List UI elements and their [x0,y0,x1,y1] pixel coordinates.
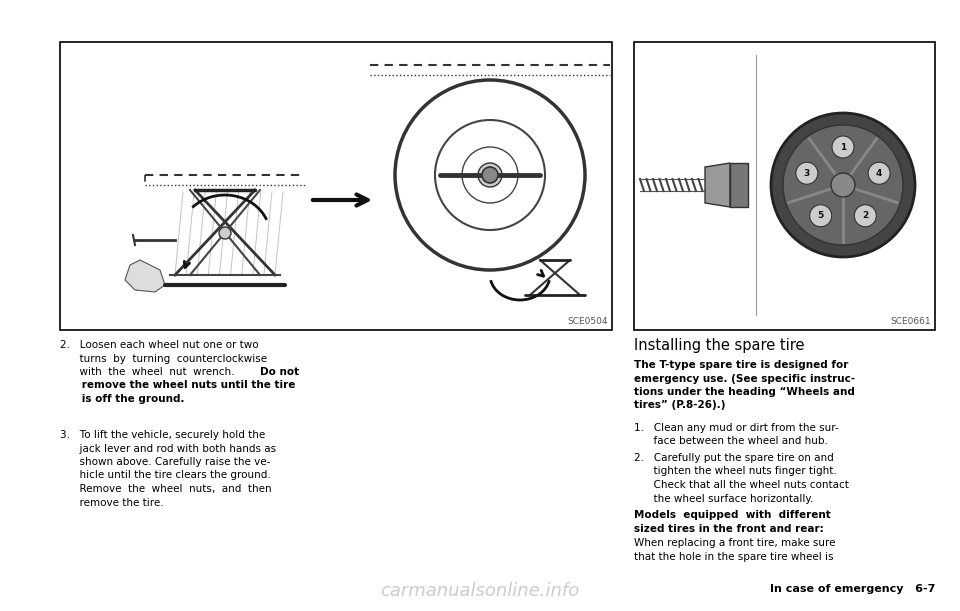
Circle shape [482,167,498,183]
Bar [634,42,935,330]
Circle shape [854,205,876,227]
Text: sized tires in the front and rear:: sized tires in the front and rear: [634,524,824,533]
Text: is off the ground.: is off the ground. [60,394,184,404]
Circle shape [478,163,502,187]
Text: turns  by  turning  counterclockwise: turns by turning counterclockwise [60,354,267,364]
Text: 2: 2 [862,211,869,220]
Circle shape [832,136,854,158]
Text: carmanualsonline.info: carmanualsonline.info [380,582,580,600]
Text: the wheel surface horizontally.: the wheel surface horizontally. [634,494,813,503]
Text: 5: 5 [818,211,824,220]
Text: Do not: Do not [260,367,300,377]
Polygon shape [705,163,730,207]
Text: tires” (P.8-26).): tires” (P.8-26).) [634,400,726,411]
Circle shape [868,163,890,185]
Text: remove the tire.: remove the tire. [60,497,163,508]
Text: When replacing a front tire, make sure: When replacing a front tire, make sure [634,538,835,548]
Text: The T-type spare tire is designed for: The T-type spare tire is designed for [634,360,849,370]
Text: 4: 4 [876,169,882,178]
Text: face between the wheel and hub.: face between the wheel and hub. [634,436,828,447]
Text: shown above. Carefully raise the ve-: shown above. Carefully raise the ve- [60,457,271,467]
Circle shape [809,205,831,227]
Text: tighten the wheel nuts finger tight.: tighten the wheel nuts finger tight. [634,467,837,477]
Circle shape [771,113,915,257]
Text: In case of emergency   6-7: In case of emergency 6-7 [770,584,935,594]
Text: Models  equipped  with  different: Models equipped with different [634,510,830,520]
Text: SCE0504: SCE0504 [567,317,608,326]
Text: remove the wheel nuts until the tire: remove the wheel nuts until the tire [60,381,296,390]
Text: 2.   Carefully put the spare tire on and: 2. Carefully put the spare tire on and [634,453,833,463]
Circle shape [219,227,231,239]
Text: jack lever and rod with both hands as: jack lever and rod with both hands as [60,444,276,453]
Text: 1: 1 [840,142,846,152]
Circle shape [831,173,855,197]
Circle shape [796,163,818,185]
Polygon shape [730,163,748,207]
Text: with  the  wheel  nut  wrench.: with the wheel nut wrench. [60,367,241,377]
Text: emergency use. (See specific instruc-: emergency use. (See specific instruc- [634,373,855,384]
Text: 3.   To lift the vehicle, securely hold the: 3. To lift the vehicle, securely hold th… [60,430,265,440]
Text: hicle until the tire clears the ground.: hicle until the tire clears the ground. [60,470,271,480]
Text: 1.   Clean any mud or dirt from the sur-: 1. Clean any mud or dirt from the sur- [634,423,839,433]
Text: Check that all the wheel nuts contact: Check that all the wheel nuts contact [634,480,849,490]
Text: SCE0661: SCE0661 [890,317,931,326]
Bar [60,42,612,330]
Text: 3: 3 [804,169,810,178]
Text: 2.   Loosen each wheel nut one or two: 2. Loosen each wheel nut one or two [60,340,258,350]
Text: Remove  the  wheel  nuts,  and  then: Remove the wheel nuts, and then [60,484,272,494]
Text: tions under the heading “Wheels and: tions under the heading “Wheels and [634,387,854,397]
Text: that the hole in the spare tire wheel is: that the hole in the spare tire wheel is [634,552,833,562]
Text: Installing the spare tire: Installing the spare tire [634,338,804,353]
Circle shape [783,125,903,245]
Polygon shape [125,260,165,292]
